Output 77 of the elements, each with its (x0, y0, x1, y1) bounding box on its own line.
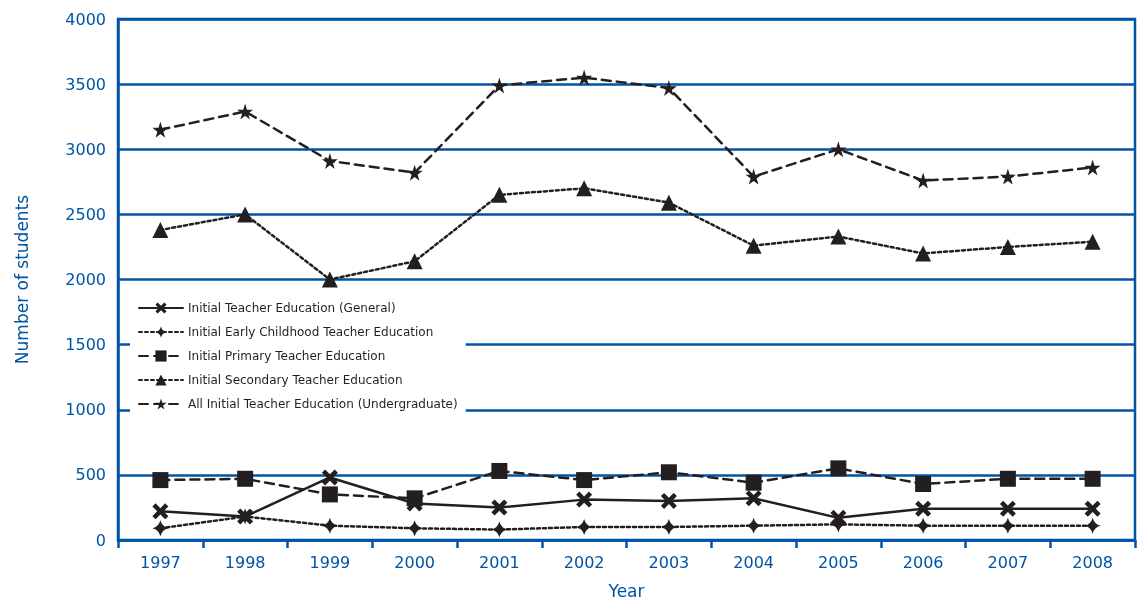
point (915, 500, 932, 517)
point (1084, 500, 1101, 517)
point (406, 164, 423, 181)
point (999, 168, 1016, 185)
y-tick-label: 4000 (65, 9, 106, 29)
y-tick-label: 500 (75, 465, 106, 485)
x-tick-label: 2000 (394, 552, 435, 572)
point (576, 472, 593, 489)
point (152, 472, 169, 489)
point (830, 460, 847, 477)
point (321, 152, 338, 169)
point (576, 69, 593, 86)
x-tick-label: 2006 (902, 552, 944, 572)
point (491, 77, 508, 94)
y-tick-label: 1500 (65, 335, 106, 355)
x-tick-label: 2005 (818, 552, 859, 572)
y-tick-label: 3000 (65, 139, 106, 159)
point (745, 474, 762, 491)
point (1084, 517, 1101, 534)
point (321, 486, 338, 503)
legend-label: Initial Teacher Education (General) (188, 301, 396, 315)
x-tick-label: 2002 (563, 552, 605, 572)
point (999, 238, 1016, 255)
x-tick-label: 1999 (309, 552, 351, 572)
point (660, 194, 677, 211)
point (915, 172, 932, 189)
point (576, 180, 593, 197)
legend-label: Initial Primary Teacher Education (188, 349, 386, 363)
legend-label: Initial Early Childhood Teacher Education (188, 325, 434, 339)
point (660, 464, 677, 481)
x-tick-label: 1998 (224, 552, 266, 572)
y-axis-title: Number of students (11, 194, 32, 365)
y-tick-label: 3500 (65, 74, 106, 94)
x-tick-label: 2007 (987, 552, 1029, 572)
point (745, 237, 762, 254)
point (491, 462, 508, 479)
point (745, 490, 762, 507)
point (237, 103, 254, 120)
point (237, 470, 254, 487)
y-tick-label: 2000 (65, 270, 106, 289)
point (915, 245, 932, 262)
point (745, 168, 762, 185)
legend-label: Initial Secondary Teacher Education (188, 373, 403, 387)
point (321, 271, 338, 288)
point (321, 517, 338, 534)
point (745, 517, 762, 534)
point (830, 141, 847, 158)
x-tick-label: 2001 (479, 552, 520, 572)
point (999, 500, 1016, 517)
y-tick-label: 2500 (65, 204, 106, 224)
point (237, 206, 254, 223)
x-tick-label: 2003 (648, 552, 690, 572)
legend-label: All Initial Teacher Education (Undergraduate) (188, 397, 458, 411)
point (491, 186, 508, 203)
point (152, 121, 169, 138)
point (1084, 470, 1101, 487)
y-tick-label: 1000 (65, 400, 106, 420)
point (915, 475, 932, 492)
point (491, 499, 508, 516)
x-tick-label: 2004 (733, 552, 774, 572)
point (491, 521, 508, 538)
point (576, 491, 593, 508)
point (406, 253, 423, 270)
x-tick-label: 2008 (1072, 552, 1113, 572)
point (1084, 159, 1101, 176)
point (321, 469, 338, 486)
point (152, 503, 169, 520)
y-tick-label: 0 (95, 530, 106, 550)
point (660, 492, 677, 509)
x-tick-label: 1997 (140, 552, 181, 572)
point (830, 228, 847, 245)
x-axis-title: Year (607, 580, 645, 601)
point (1084, 233, 1101, 250)
point (152, 520, 169, 537)
point (152, 222, 169, 239)
point (999, 470, 1016, 487)
point (406, 490, 423, 507)
